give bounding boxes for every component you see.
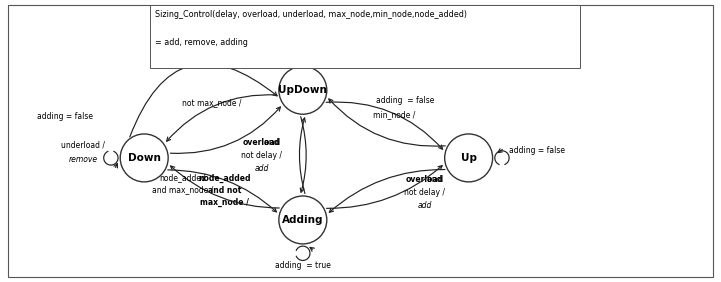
Text: and: and [408, 175, 442, 184]
Text: node_added: node_added [159, 174, 206, 183]
Text: not max_node /: not max_node / [182, 98, 242, 107]
Text: not delay /: not delay / [404, 188, 446, 197]
Text: max_node /: max_node / [200, 198, 249, 208]
Text: adding  = true: adding = true [275, 261, 331, 270]
Text: underload /: underload / [279, 35, 323, 44]
Circle shape [279, 66, 327, 114]
Text: and max_node /: and max_node / [152, 186, 213, 195]
Text: remove: remove [68, 155, 97, 164]
Text: and: and [245, 138, 279, 147]
Text: not delay /: not delay / [242, 151, 283, 160]
Text: UpDown: UpDown [278, 85, 327, 95]
Text: adding = false: adding = false [37, 112, 93, 121]
Text: Up: Up [461, 153, 477, 163]
Text: and not: and not [208, 186, 241, 195]
Circle shape [445, 134, 492, 182]
Text: adding  = false: adding = false [376, 96, 434, 105]
Text: remove: remove [286, 50, 315, 59]
Circle shape [120, 134, 168, 182]
Text: node_added: node_added [198, 174, 250, 183]
Text: Adding: Adding [282, 215, 324, 225]
Text: Sizing_Control(delay, overload, underload, max_node,min_node,node_added): Sizing_Control(delay, overload, underloa… [155, 10, 467, 19]
Text: underload /: underload / [61, 141, 105, 150]
Text: min_node /: min_node / [373, 110, 415, 119]
Circle shape [279, 196, 327, 244]
Text: overload: overload [406, 175, 444, 184]
Bar [150, 5, 580, 68]
Text: add: add [255, 164, 269, 173]
Text: adding = false: adding = false [509, 146, 565, 155]
Text: Down: Down [128, 153, 161, 163]
Text: add: add [417, 201, 432, 210]
Text: overload: overload [243, 138, 281, 147]
Text: = add, remove, adding: = add, remove, adding [155, 38, 248, 47]
